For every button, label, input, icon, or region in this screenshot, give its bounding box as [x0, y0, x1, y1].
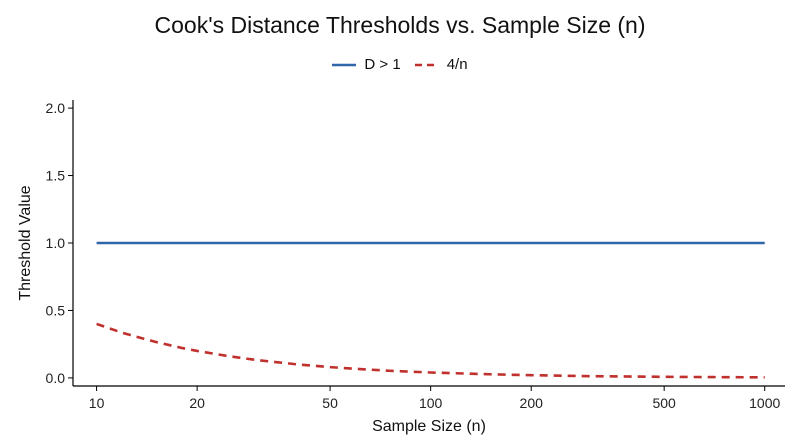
y-tick-label: 0.0	[46, 370, 66, 386]
legend-item-d-gt-1: D > 1	[332, 56, 401, 73]
x-axis-label: Sample Size (n)	[372, 418, 486, 435]
legend-item-4-over-n: 4/n	[414, 56, 468, 73]
x-tick-label: 500	[652, 395, 676, 411]
x-tick-label: 100	[419, 395, 443, 411]
x-tick-label: 1000	[749, 395, 780, 411]
legend-label-4-over-n: 4/n	[446, 56, 468, 73]
chart-title: Cook's Distance Thresholds vs. Sample Si…	[154, 12, 646, 38]
x-tick-label: 20	[189, 395, 205, 411]
series-line-4-over-n	[96, 322, 765, 379]
legend-label-d-gt-1: D > 1	[364, 56, 401, 73]
legend-key-4-over-n	[414, 63, 439, 66]
y-tick-label: 1.5	[46, 168, 66, 184]
y-tick-label: 0.5	[46, 302, 66, 318]
x-tick-label: 50	[322, 395, 338, 411]
y-axis-label: Threshold Value	[17, 185, 34, 300]
y-tick-label: 2.0	[46, 100, 66, 116]
legend: D > 1 4/n	[0, 56, 800, 73]
legend-key-d-gt-1	[332, 63, 357, 66]
x-tick-label: 200	[520, 395, 544, 411]
x-tick-label: 10	[89, 395, 105, 411]
y-tick-label: 1.0	[46, 235, 66, 251]
